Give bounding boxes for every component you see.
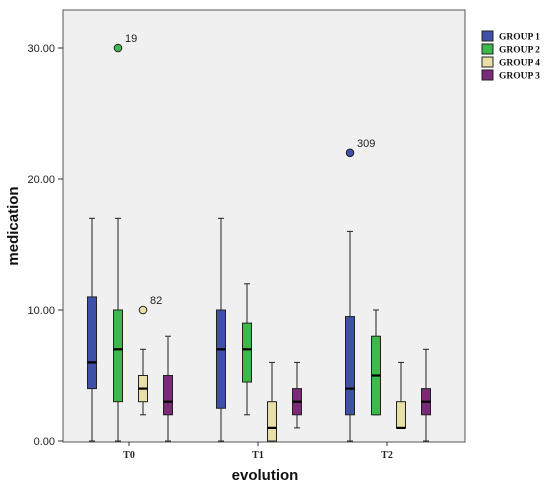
legend-swatch [481, 30, 494, 42]
box-group-3-t1 [292, 361, 302, 429]
box-group-1-t0 [87, 217, 97, 442]
box-group-3-t0 [163, 335, 173, 442]
box-group-3-t2 [421, 348, 431, 442]
legend-swatch [481, 69, 494, 81]
y-tick-label: 30.00 [27, 43, 55, 55]
box-group-2-t1 [242, 283, 252, 416]
outlier-group: 309 19 82 [113, 33, 375, 315]
box-iqr [345, 316, 355, 416]
box-group-1-t2 [345, 230, 355, 442]
box-series-group [87, 217, 431, 442]
y-axis: 0.00 10.00 20.00 30.00 [27, 43, 63, 448]
box-iqr [267, 401, 277, 442]
legend-label: GROUP 4 [499, 59, 540, 69]
box-group-1-t1 [216, 217, 226, 442]
box-iqr [216, 309, 226, 409]
box-iqr [87, 296, 97, 390]
box-group-2-t0 [113, 217, 123, 442]
outlier-point [138, 305, 148, 315]
box-group-4-t2 [396, 361, 406, 429]
box-group-4-t1 [267, 361, 277, 442]
outlier-label: 309 [357, 138, 375, 150]
legend-label: GROUP 2 [499, 46, 540, 56]
box-iqr [396, 401, 406, 429]
box-iqr [163, 375, 173, 416]
legend-swatch [481, 43, 494, 55]
outlier-point [113, 43, 123, 53]
legend-label: GROUP 3 [499, 72, 540, 82]
y-axis-title: medication [5, 186, 22, 265]
box-iqr [113, 309, 123, 403]
legend-label: GROUP 1 [499, 33, 540, 43]
box-group-2-t2 [371, 309, 381, 416]
outlier-label: 19 [125, 33, 137, 45]
outlier-label: 82 [150, 295, 162, 307]
legend: GROUP 1 GROUP 2 GROUP 4 GROUP 3 [481, 30, 540, 82]
x-tick-label: T1 [252, 450, 264, 461]
box-iqr [242, 322, 252, 383]
outlier-point [345, 148, 355, 158]
plot-area [62, 9, 466, 443]
y-tick-label: 10.00 [27, 305, 55, 317]
y-tick-label: 20.00 [27, 174, 55, 186]
x-tick-label: T2 [381, 450, 393, 461]
x-axis: T0 T1 T2 [123, 442, 393, 461]
x-axis-title: evolution [232, 467, 299, 484]
x-tick-label: T0 [123, 450, 135, 461]
y-tick-label: 0.00 [34, 436, 55, 448]
legend-swatch [481, 56, 494, 68]
box-group-4-t0 [138, 348, 148, 416]
